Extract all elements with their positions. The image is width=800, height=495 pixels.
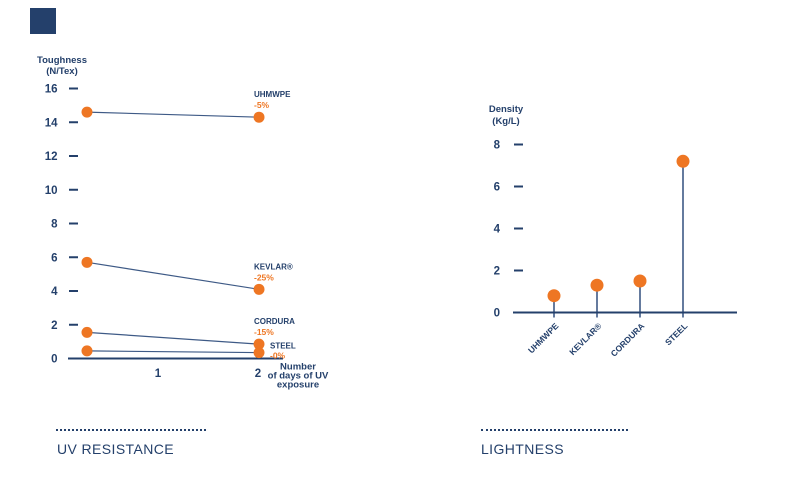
category-label-steel: STEEL bbox=[663, 321, 689, 347]
y-tick-label: 6 bbox=[51, 252, 57, 264]
y-tick-label: 8 bbox=[51, 219, 58, 231]
category-label-cordura: CORDURA bbox=[609, 321, 647, 359]
series-change-uhmwpe: -5% bbox=[254, 100, 270, 110]
data-point-cordura bbox=[253, 338, 265, 350]
data-point-steel bbox=[676, 154, 690, 168]
series-label-steel: STEEL bbox=[270, 342, 296, 351]
section-title-uv-resistance: UV RESISTANCE bbox=[57, 441, 174, 457]
y-tick-label: 12 bbox=[45, 151, 58, 163]
y-axis-title: Toughness bbox=[37, 55, 87, 66]
series-change-kevlar: -25% bbox=[254, 272, 274, 282]
x-axis-title: Number bbox=[280, 362, 316, 373]
data-point-kevlar bbox=[590, 278, 604, 292]
y-tick-label: 16 bbox=[45, 84, 58, 96]
section-title-lightness: LIGHTNESS bbox=[481, 441, 564, 457]
data-point-kevlar bbox=[81, 256, 93, 268]
x-tick-label: 1 bbox=[155, 368, 162, 380]
data-point-steel bbox=[253, 347, 265, 359]
series-line-kevlar bbox=[86, 261, 260, 290]
category-label-kevlar: KEVLAR® bbox=[567, 320, 604, 357]
logo-mark bbox=[30, 8, 56, 34]
x-axis-title: of days of UV bbox=[268, 371, 329, 382]
x-axis-title: exposure bbox=[277, 380, 319, 391]
data-point-uhmwpe bbox=[547, 289, 561, 303]
series-label-uhmwpe: UHMWPE bbox=[254, 90, 291, 99]
dotted-divider bbox=[481, 429, 628, 431]
series-line-uhmwpe bbox=[86, 111, 260, 118]
category-label-uhmwpe: UHMWPE bbox=[526, 321, 561, 356]
y-tick-label: 6 bbox=[494, 182, 500, 194]
series-label-cordura: CORDURA bbox=[254, 317, 295, 326]
y-tick-label: 4 bbox=[51, 286, 58, 298]
data-point-uhmwpe bbox=[253, 111, 265, 123]
y-tick-label: 8 bbox=[494, 140, 501, 152]
series-line-cordura bbox=[86, 331, 260, 345]
y-tick-label: 2 bbox=[51, 320, 57, 332]
y-tick-label: 10 bbox=[45, 185, 58, 197]
series-change-steel: -0% bbox=[270, 351, 286, 361]
y-tick-label: 2 bbox=[494, 266, 500, 278]
y-tick-label: 0 bbox=[494, 308, 500, 320]
series-change-cordura: -15% bbox=[254, 327, 274, 337]
y-axis-title: Density bbox=[489, 104, 524, 115]
y-axis-title: (Kg/L) bbox=[492, 116, 519, 127]
data-point-cordura bbox=[81, 326, 93, 338]
dotted-divider bbox=[56, 429, 206, 431]
data-point-cordura bbox=[633, 274, 647, 288]
x-tick-label: 2 bbox=[255, 368, 261, 380]
lightness-chart: 0 2 4 6 8 Density(Kg/L) UHMWPE KEVLAR® CORDURA ST… bbox=[489, 104, 737, 359]
y-tick-label: 0 bbox=[51, 354, 57, 366]
data-point-steel bbox=[81, 345, 93, 357]
series-label-kevlar: KEVLAR® bbox=[254, 262, 293, 271]
y-axis-title: (N/Tex) bbox=[46, 66, 78, 77]
data-point-kevlar bbox=[253, 283, 265, 295]
y-tick-label: 14 bbox=[45, 117, 58, 129]
series-line-steel bbox=[86, 350, 260, 354]
y-tick-label: 4 bbox=[494, 224, 501, 236]
data-point-uhmwpe bbox=[81, 106, 93, 118]
